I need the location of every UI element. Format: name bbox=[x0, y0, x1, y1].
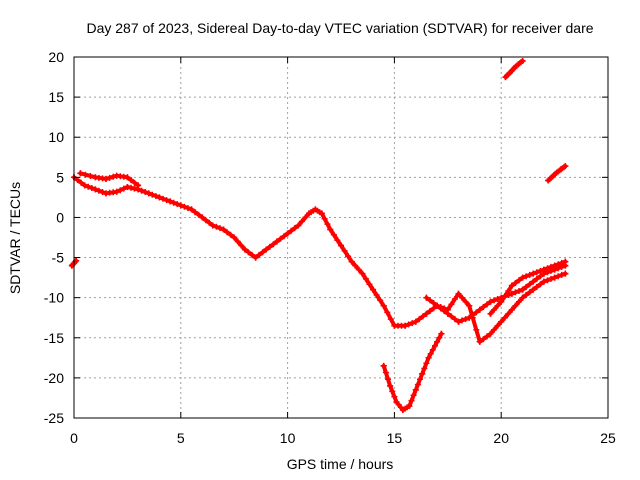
x-tick-label: 20 bbox=[493, 430, 509, 446]
y-tick-label: -20 bbox=[44, 370, 64, 386]
y-tick-label: 15 bbox=[48, 89, 64, 105]
x-axis-ticks: 0 5 10 15 20 25 bbox=[70, 57, 616, 446]
chart-title: Day 287 of 2023, Sidereal Day-to-day VTE… bbox=[86, 20, 593, 36]
data-series bbox=[68, 58, 569, 413]
series-dip-trace bbox=[380, 330, 445, 413]
series-upper-right-fragment bbox=[502, 58, 526, 81]
series-right-fragment bbox=[545, 163, 569, 184]
y-axis-label: SDTVAR / TECUs bbox=[7, 182, 23, 294]
series-markers bbox=[380, 330, 445, 413]
series-main-trace bbox=[71, 174, 569, 329]
series-markers bbox=[487, 258, 569, 317]
series-markers bbox=[545, 163, 569, 184]
y-tick-label: 10 bbox=[48, 129, 64, 145]
x-tick-label: 0 bbox=[70, 430, 78, 446]
y-tick-label: -10 bbox=[44, 290, 64, 306]
y-tick-label: -25 bbox=[44, 410, 64, 426]
x-tick-label: 25 bbox=[600, 430, 616, 446]
y-tick-label: 5 bbox=[56, 169, 64, 185]
y-axis-ticks: 20 15 10 5 0 -5 -10 -15 -20 -25 bbox=[44, 49, 608, 426]
x-tick-label: 5 bbox=[177, 430, 185, 446]
x-tick-label: 15 bbox=[387, 430, 403, 446]
y-tick-label: 0 bbox=[56, 209, 64, 225]
series-upper-band bbox=[77, 170, 142, 189]
series-line bbox=[381, 331, 444, 412]
grid-lines bbox=[74, 57, 608, 418]
plot-frame bbox=[73, 56, 609, 419]
y-tick-label: -15 bbox=[44, 330, 64, 346]
series-markers bbox=[423, 270, 569, 345]
series-afternoon-upper bbox=[487, 258, 569, 317]
x-axis-label: GPS time / hours bbox=[287, 456, 394, 472]
x-tick-label: 10 bbox=[280, 430, 296, 446]
series-afternoon-branch bbox=[423, 270, 569, 345]
series-markers bbox=[502, 58, 526, 81]
series-markers bbox=[77, 170, 142, 189]
series-line bbox=[424, 271, 568, 344]
y-tick-label: 20 bbox=[48, 49, 64, 65]
y-tick-label: -5 bbox=[52, 250, 65, 266]
